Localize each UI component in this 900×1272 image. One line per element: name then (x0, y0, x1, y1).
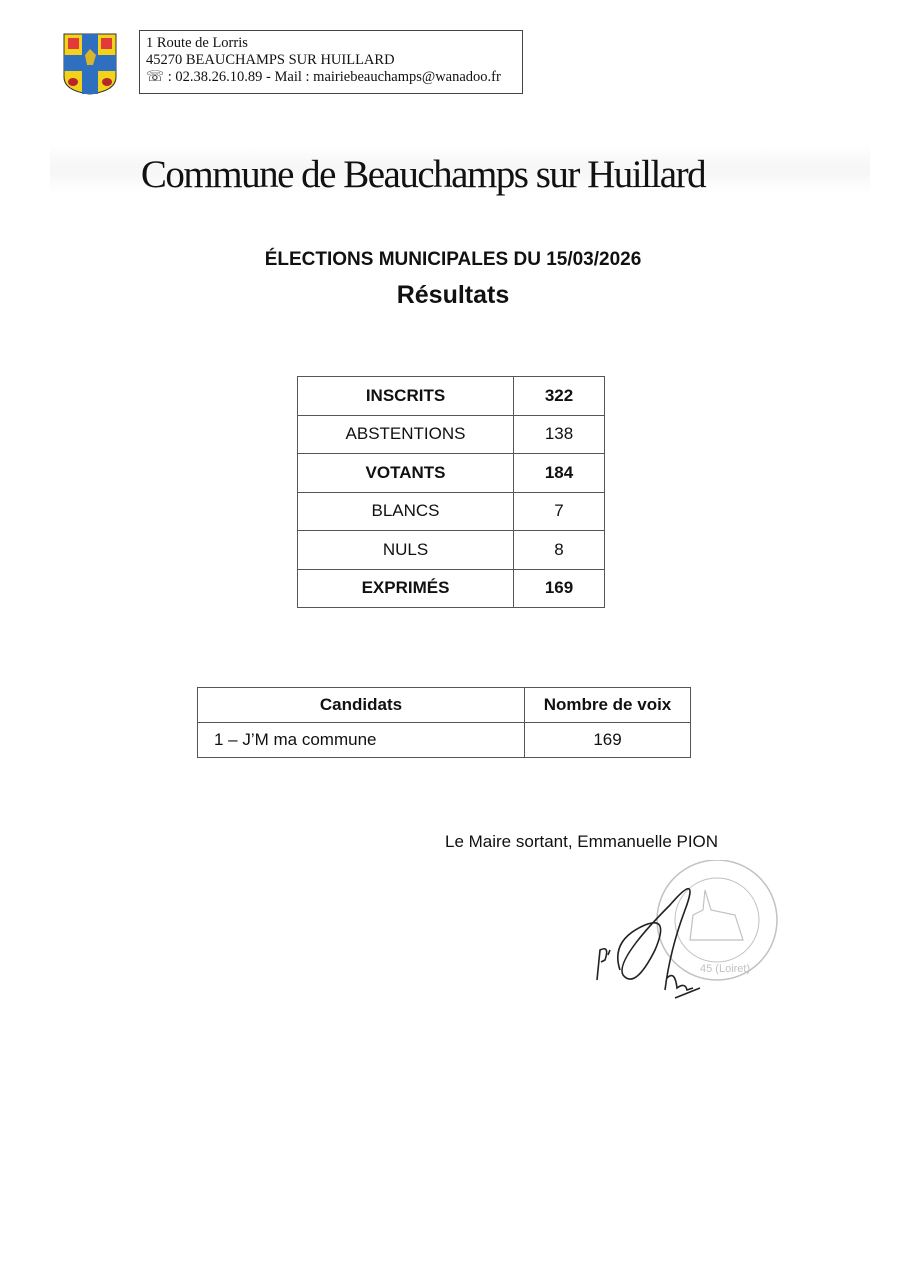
result-label: VOTANTS (297, 453, 514, 493)
address-city: 45270 BEAUCHAMPS SUR HUILLARD (146, 52, 395, 68)
telephone-icon: ☏ (146, 69, 165, 85)
header-votes: Nombre de voix (524, 687, 691, 723)
table-row: EXPRIMÉS 169 (297, 568, 605, 608)
result-value: 184 (513, 453, 605, 493)
header-candidats: Candidats (197, 687, 525, 723)
candidate-votes: 169 (524, 722, 691, 758)
result-value: 7 (513, 491, 605, 531)
result-label: ABSTENTIONS (297, 414, 514, 454)
contact-text: : 02.38.26.10.89 - Mail : mairiebeaucham… (167, 69, 501, 85)
table-row: ABSTENTIONS 138 (297, 414, 605, 454)
candidate-name: 1 – J’M ma commune (197, 722, 525, 758)
table-row: INSCRITS 322 (297, 376, 605, 416)
address-box: 1 Route de Lorris 45270 BEAUCHAMPS SUR H… (139, 30, 523, 94)
table-header-row: Candidats Nombre de voix (197, 687, 691, 723)
result-value: 169 (513, 568, 605, 608)
result-label: BLANCS (297, 491, 514, 531)
result-value: 8 (513, 530, 605, 570)
signature-stamp: 45 (Loiret) (596, 860, 778, 999)
table-row: BLANCS 7 (297, 491, 605, 531)
result-label: INSCRITS (297, 376, 514, 416)
coat-of-arms-logo (63, 33, 117, 95)
result-value: 322 (513, 376, 605, 416)
result-label: NULS (297, 530, 514, 570)
results-heading: Résultats (396, 281, 510, 309)
table-row: VOTANTS 184 (297, 453, 605, 493)
candidates-table: Candidats Nombre de voix 1 – J’M ma comm… (197, 687, 691, 758)
table-row: 1 – J’M ma commune 169 (197, 722, 691, 758)
contact-line: ☏ : 02.38.26.10.89 - Mail : mairiebeauch… (146, 69, 522, 86)
election-subtitle: ÉLECTIONS MUNICIPALES DU 15/03/2026 (264, 249, 642, 270)
page-title: Commune de Beauchamps sur Huillard (140, 153, 707, 196)
results-table: INSCRITS 322 ABSTENTIONS 138 VOTANTS 184 BLANC… (297, 376, 605, 608)
official-stamp: 45 (Loiret) (656, 860, 778, 981)
address-line: 1 Route de Lorris (146, 35, 248, 51)
handwritten-signature (596, 887, 701, 999)
table-row: NULS 8 (297, 530, 605, 570)
title-band (50, 145, 870, 193)
result-value: 138 (513, 414, 605, 454)
signature-caption: Le Maire sortant, Emmanuelle PION (445, 832, 719, 851)
result-label: EXPRIMÉS (297, 568, 514, 608)
svg-text:45 (Loiret): 45 (Loiret) (700, 963, 750, 975)
